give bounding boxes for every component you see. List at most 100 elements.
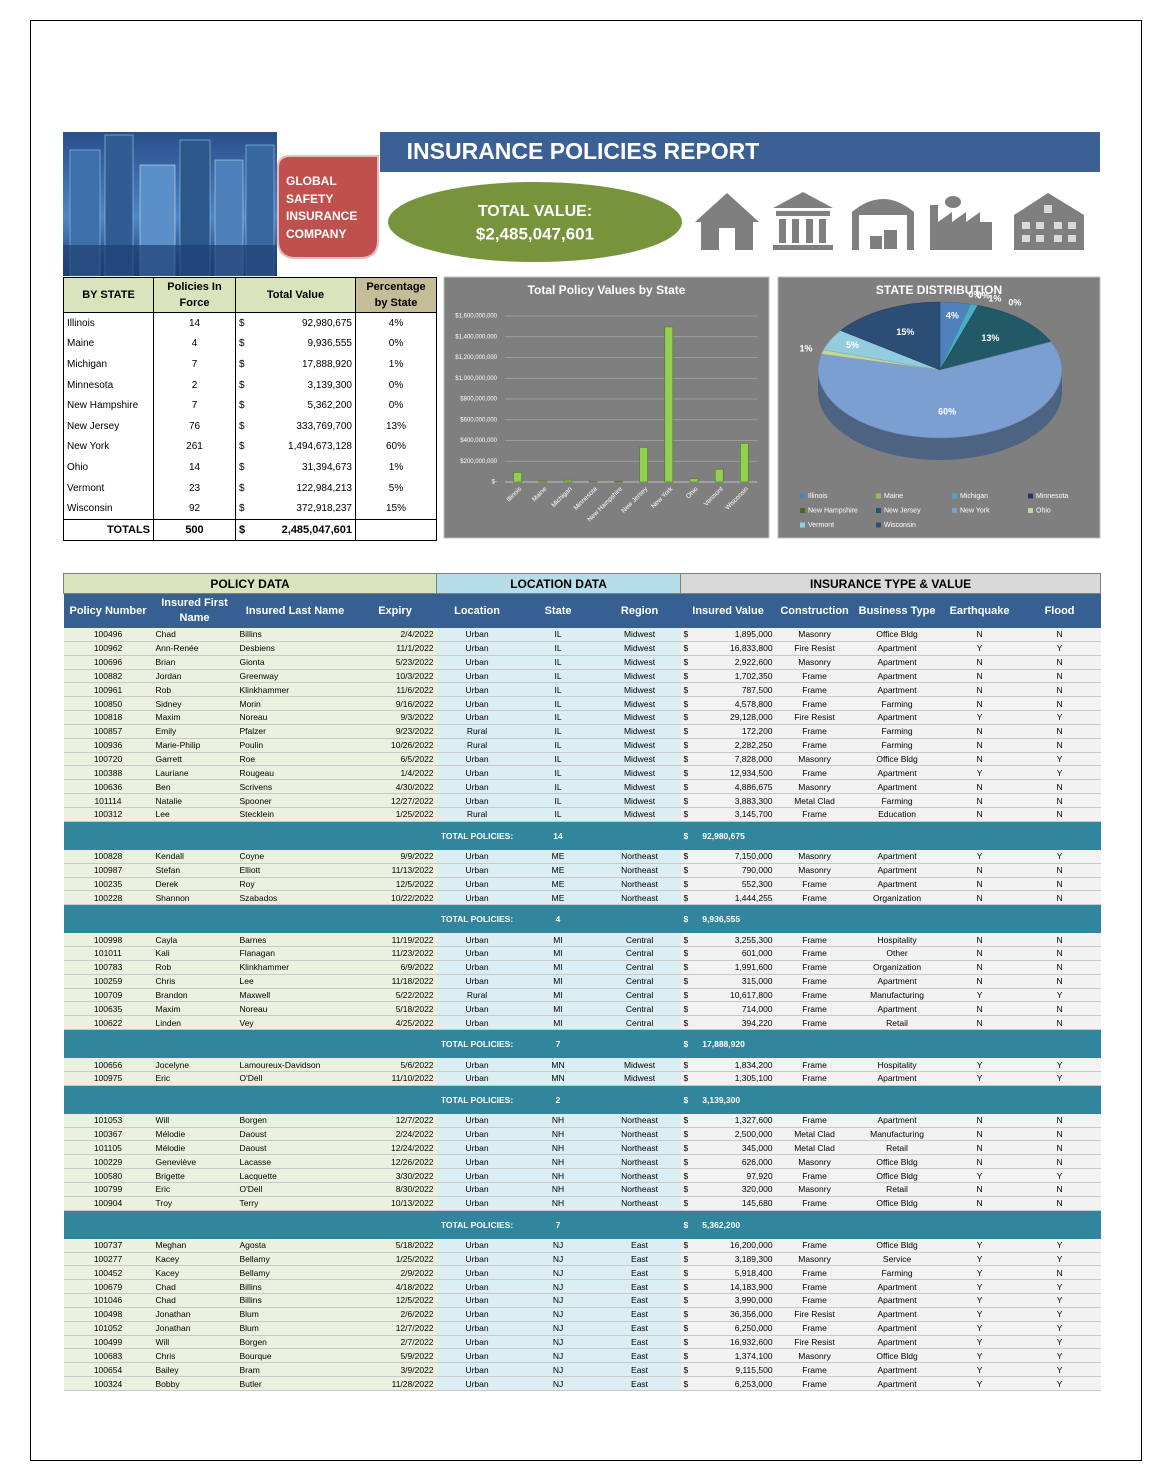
cell: 100904 [63,1196,153,1211]
value-cell: $626,000 [680,1154,776,1170]
cell: Frame [775,738,854,753]
cell: Flanagan [236,946,354,961]
cell: NJ [517,1362,599,1378]
legend-label: Illinois [808,493,828,500]
amount: 787,500 [741,684,773,695]
cell: Desbiens [236,641,354,656]
cell: Central [598,960,681,975]
cell: Northeast [598,877,681,892]
cell: Apartment [853,974,941,989]
data-label: 1% [988,293,1001,303]
value-cell: $790,000 [680,863,776,878]
cell: Frame [775,1321,854,1336]
amount: 16,833,800 [730,643,773,654]
cell: 100936 [63,738,153,753]
cell: Mélodie [152,1140,237,1156]
empty [355,518,437,541]
cell: Farming [853,696,941,712]
pie-slice [840,301,941,371]
percentage: 5% [355,477,437,499]
value-cell: $4,886,675 [680,779,776,795]
cell: Office Bldg [853,1196,941,1211]
policy-row: 100324 Bobby Butler 11/28/2022 Urban NJ East $6… [63,1376,1101,1391]
value-cell: $7,828,000 [680,752,776,767]
cell: Blum [236,1307,354,1322]
cell: IL [517,669,599,684]
legend-swatch [952,493,957,499]
total-value: $5,362,200 [680,1210,776,1239]
y-tick-label: $800,000,000 [460,397,497,403]
cell: IL [517,779,599,795]
cell: Midwest [598,724,681,739]
amount: 2,922,600 [734,657,773,668]
cell: N [940,1127,1019,1142]
percentage: 0% [355,374,437,396]
legend-swatch [876,493,881,499]
cell: Lee [236,974,354,989]
cell: Frame [775,974,854,989]
cell: 100656 [63,1058,153,1072]
value-cell: $1,444,255 [680,890,776,906]
cell: Urban [436,974,518,989]
empty [236,821,354,850]
amount: 345,000 [741,1142,773,1153]
cell: N [940,669,1019,684]
cell: Midwest [598,710,681,725]
currency: $ [683,865,689,876]
cell: Farming [853,738,941,753]
currency: $ [239,420,245,432]
cell: 11/10/2022 [353,1071,437,1086]
cell: N [1018,1001,1101,1017]
amount: 1,895,000 [734,629,773,640]
cell: 100324 [63,1376,153,1391]
data-label: 0% [977,291,990,301]
policies: 4 [153,333,236,355]
total-count: 2 [517,1085,599,1114]
empty [940,1029,1019,1059]
cell: Urban [436,946,518,961]
empty [775,1029,854,1059]
policies: 2 [153,374,236,396]
policies: 7 [153,354,236,375]
bar [563,479,573,483]
cell: Northeast [598,1168,681,1183]
bar [614,481,623,483]
cell: Apartment [853,1362,941,1378]
title-band [380,132,1100,172]
company-line: SAFETY [286,192,333,206]
cell: 100499 [63,1335,153,1350]
policy-row: 100857 Emily Pfalzer 9/23/2022 Rural IL Midwes… [63,724,1101,739]
cell: Billins [236,1279,354,1295]
cell: Chad [152,1279,237,1295]
cell: Frame [775,1279,854,1295]
cell: East [598,1362,681,1378]
cell: ME [517,877,599,892]
cell: 10/26/2022 [353,738,437,753]
cell: Y [940,1252,1019,1267]
cell: NJ [517,1376,599,1391]
cell: 100622 [63,1015,153,1031]
cell: Y [940,1071,1019,1086]
cell: O'Dell [236,1182,354,1197]
cell: Urban [436,779,518,795]
amount: 1,374,100 [734,1350,773,1361]
cell: Y [1018,849,1101,864]
cell: Roy [236,877,354,892]
empty [853,821,941,850]
cell: N [940,974,1019,989]
amount: 145,680 [741,1198,773,1209]
summary-row: New Jersey 76 $333,769,700 13% [63,415,437,437]
cell: Apartment [853,669,941,684]
cell: Rob [152,682,237,698]
currency: $ [683,767,689,778]
cell: Borgen [236,1335,354,1350]
cell: Natalie [152,793,237,808]
bar [513,472,522,483]
value-cell: $320,000 [680,1182,776,1197]
cell: N [1018,877,1101,892]
amount: 552,300 [741,878,773,889]
cell: Terry [236,1196,354,1211]
value-cell: $3,189,300 [680,1252,776,1267]
cell: Stecklein [236,807,354,822]
y-tick-label: $1,000,000,000 [455,376,497,382]
